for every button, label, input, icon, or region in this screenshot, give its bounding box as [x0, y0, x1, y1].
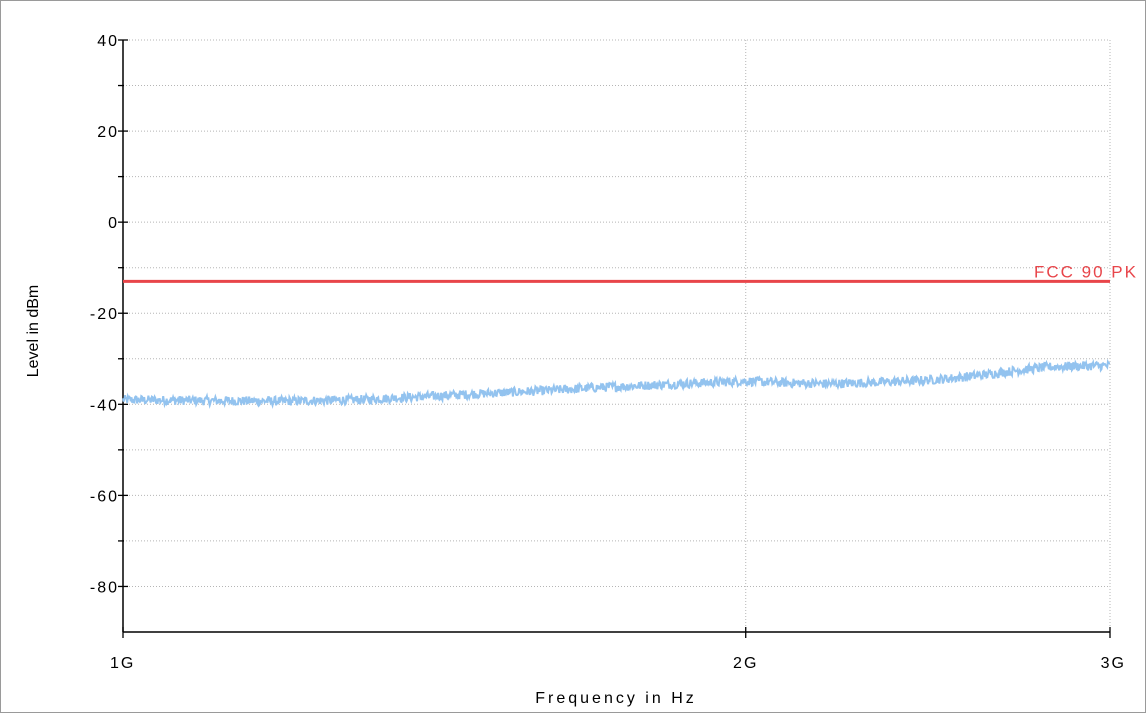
y-tick-label: 40: [97, 33, 119, 50]
y-tick-label: -40: [90, 397, 119, 414]
y-tick-label: 0: [108, 215, 119, 232]
y-tick-label: -60: [90, 488, 119, 505]
y-tick-label: -20: [90, 306, 119, 323]
axes: [122, 40, 1110, 633]
axis-ticks: 40 20 0 -20 -40 -60 -80 1G 2G 3G: [90, 33, 1126, 672]
x-tick-label: 1G: [110, 655, 135, 672]
y-axis-title: Level in dBm: [25, 285, 42, 378]
x-tick-label: 2G: [733, 655, 758, 672]
series-layer: [122, 358, 1111, 410]
x-tick-label: 3G: [1101, 655, 1126, 672]
x-axis-title: Frequency in Hz: [535, 690, 697, 707]
grid-lines: [123, 39, 1111, 632]
y-tick-label: -80: [90, 579, 119, 596]
limit-layer: FCC 90 PK: [123, 262, 1138, 283]
series-line: [122, 358, 1111, 410]
y-tick-label: 20: [97, 124, 119, 141]
limit-line-label: FCC 90 PK: [1034, 262, 1138, 281]
